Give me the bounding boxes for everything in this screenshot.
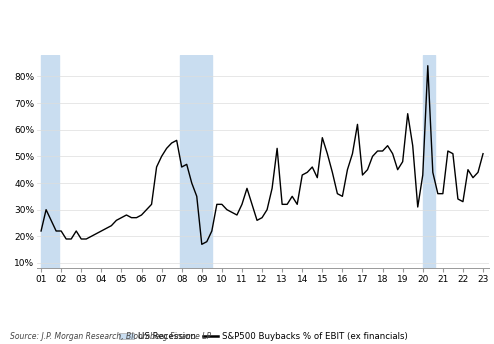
Text: Source: J.P. Morgan Research, Bloomberg Finance LP: Source: J.P. Morgan Research, Bloomberg … <box>10 332 211 341</box>
Bar <box>41 55 59 268</box>
Bar <box>423 55 435 268</box>
Legend: US Recession, S&P500 Buybacks % of EBIT (ex financials): US Recession, S&P500 Buybacks % of EBIT … <box>119 332 407 341</box>
Text: S&P 500 buybacks as a % of EBIT: S&P 500 buybacks as a % of EBIT <box>5 13 254 26</box>
Bar <box>180 55 212 268</box>
